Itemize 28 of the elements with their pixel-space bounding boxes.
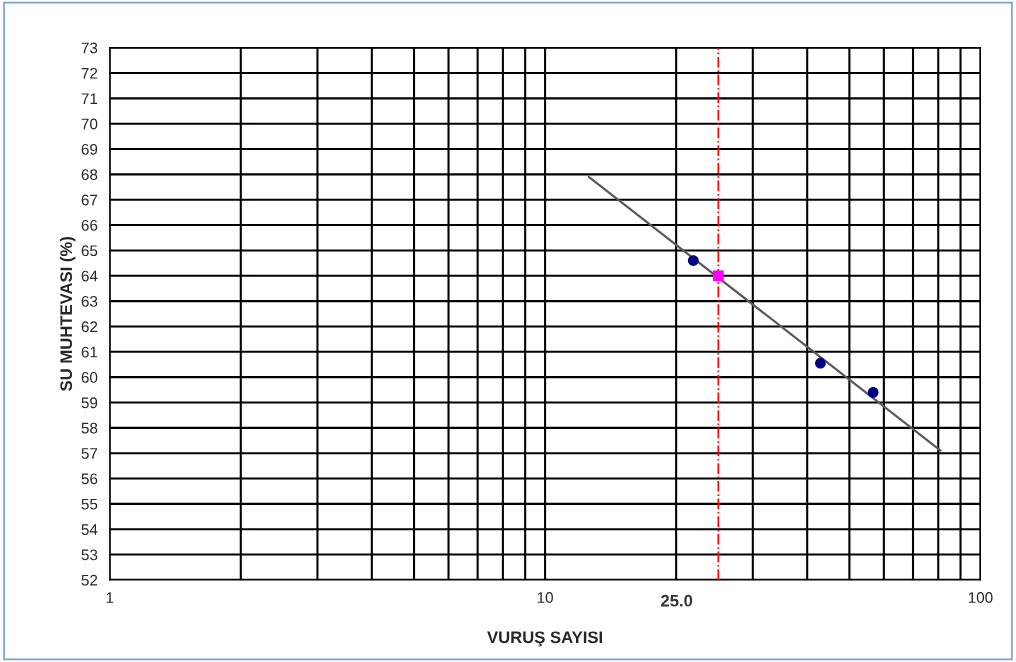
y-tick-label: 53 — [81, 549, 98, 561]
y-tick-label: 71 — [81, 93, 98, 104]
y-tick-label: 58 — [81, 422, 98, 434]
y-tick-label: 73 — [81, 42, 98, 54]
y-tick-label: 65 — [81, 245, 98, 257]
y-tick-label: 63 — [81, 295, 98, 307]
x-tick-label: 100 — [968, 592, 993, 603]
y-tick-label: 61 — [81, 346, 98, 358]
x-tick-label: 10 — [537, 592, 553, 603]
y-tick-label: 67 — [81, 194, 98, 206]
y-tick-label: 64 — [81, 270, 98, 282]
y-axis-title: SU MUHTEVASI (%) — [59, 236, 76, 391]
y-tick-label: 59 — [81, 397, 98, 409]
y-tick-label: 54 — [81, 524, 98, 535]
y-tick-label: 52 — [81, 574, 98, 586]
x-tick-label: 1 — [106, 592, 114, 603]
ref-line-label: 25.0 — [661, 594, 693, 607]
y-tick-label: 62 — [81, 321, 98, 333]
y-tick-label: 56 — [81, 473, 98, 485]
x-axis-title: VURUŞ SAYISI — [487, 631, 603, 647]
y-tick-label: 55 — [81, 498, 98, 510]
y-tick-label: 60 — [81, 372, 98, 383]
y-tick-label: 66 — [81, 219, 98, 231]
y-tick-label: 69 — [81, 143, 98, 155]
y-tick-label: 72 — [81, 67, 98, 79]
y-tick-label: 70 — [81, 118, 98, 130]
y-tick-label: 68 — [81, 169, 98, 181]
y-tick-label: 57 — [81, 448, 98, 459]
